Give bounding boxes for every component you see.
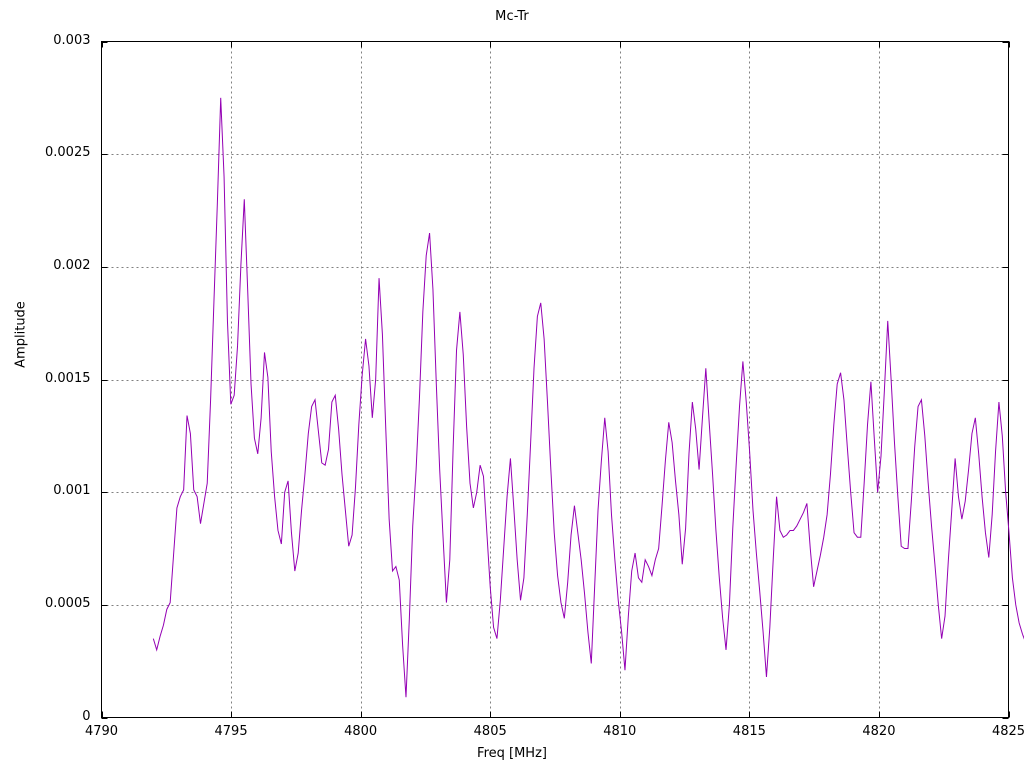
x-axis-label: Freq [MHz] xyxy=(477,746,547,761)
chart-title: Mc-Tr xyxy=(495,9,529,24)
x-tick-label: 4805 xyxy=(473,723,507,739)
y-tick-label: 0 xyxy=(82,708,91,724)
x-tick-label: 4815 xyxy=(732,723,766,739)
x-tick-label: 4800 xyxy=(344,723,378,739)
y-tick-label: 0.0005 xyxy=(45,595,91,611)
y-tick-label: 0.003 xyxy=(53,32,91,48)
x-tick-label: 4810 xyxy=(603,723,637,739)
tick-marks xyxy=(101,41,1010,719)
x-tick-label: 4795 xyxy=(214,723,248,739)
x-tick-label: 4825 xyxy=(991,723,1024,739)
x-tick-label: 4790 xyxy=(84,723,119,739)
plot-border xyxy=(101,41,1009,718)
data-series-layer xyxy=(152,97,1024,698)
x-tick-label: 4820 xyxy=(862,723,896,739)
gridlines xyxy=(101,41,1009,718)
y-tick-label: 0.001 xyxy=(53,483,91,499)
y-tick-label: 0.002 xyxy=(53,257,91,273)
y-tick-label: 0.0025 xyxy=(45,145,91,161)
y-tick-label: 0.0015 xyxy=(45,370,91,386)
